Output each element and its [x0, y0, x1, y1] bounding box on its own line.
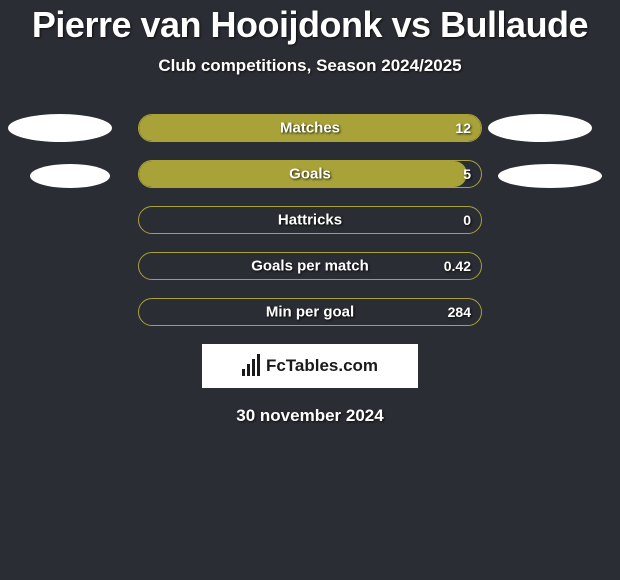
- logo-box[interactable]: FcTables.com: [202, 344, 418, 388]
- stat-bar-label: Goals per match: [251, 258, 369, 275]
- bars-wrapper: Matches 12 Goals 5 Hattricks 0 Goals per match…: [0, 114, 620, 326]
- stat-bar: Hattricks 0: [138, 206, 482, 234]
- decorative-ellipse: [30, 164, 110, 188]
- stats-comparison-card: Pierre van Hooijdonk vs Bullaude Club co…: [0, 0, 620, 426]
- stat-bar-value: 0: [463, 212, 471, 228]
- stat-bar-value: 0.42: [444, 258, 471, 274]
- stat-bar-label: Goals: [289, 166, 331, 183]
- stat-bar-label: Hattricks: [278, 212, 342, 229]
- bars-icon: [242, 356, 262, 376]
- stat-bar-label: Min per goal: [266, 304, 354, 321]
- decorative-ellipse: [488, 114, 592, 142]
- date-text: 30 november 2024: [0, 406, 620, 426]
- stat-bar: Matches 12: [138, 114, 482, 142]
- stat-bar-value: 12: [455, 120, 471, 136]
- decorative-ellipse: [8, 114, 112, 142]
- stat-bar-label: Matches: [280, 120, 340, 137]
- stat-bar: Goals per match 0.42: [138, 252, 482, 280]
- stat-bar: Goals 5: [138, 160, 482, 188]
- logo-text: FcTables.com: [266, 356, 378, 376]
- subtitle: Club competitions, Season 2024/2025: [0, 56, 620, 76]
- decorative-ellipse: [498, 164, 602, 188]
- stat-bars: Matches 12 Goals 5 Hattricks 0 Goals per match…: [138, 114, 482, 326]
- stat-bar-value: 284: [448, 304, 471, 320]
- stat-bar-value: 5: [463, 166, 471, 182]
- page-title: Pierre van Hooijdonk vs Bullaude: [0, 4, 620, 46]
- stat-bar: Min per goal 284: [138, 298, 482, 326]
